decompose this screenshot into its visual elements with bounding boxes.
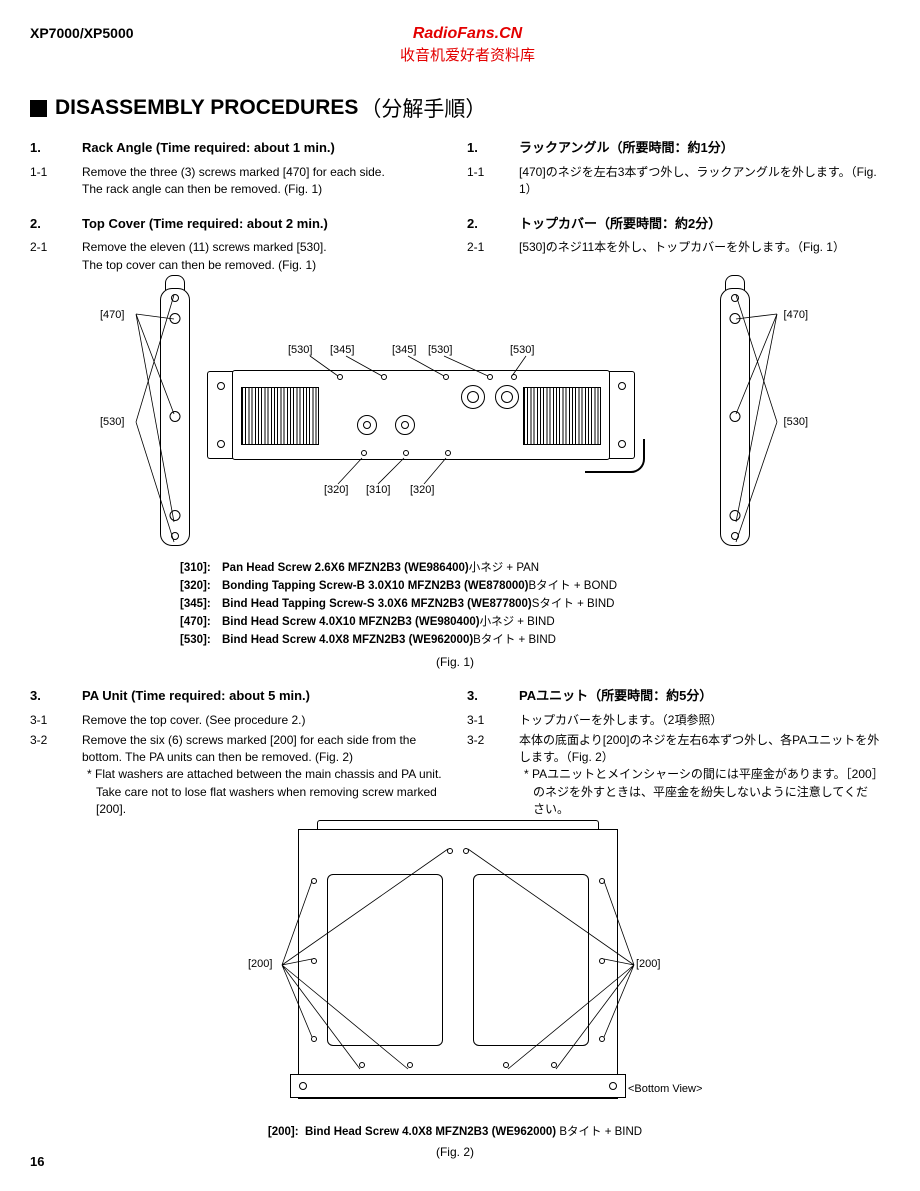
callout-470-right: [470]	[784, 309, 808, 321]
callout-530-left: [530]	[100, 416, 124, 428]
proc1-jp-step-text: [470]のネジを左右3本ずつ外し、ラックアングルを外します。（Fig. 1）	[519, 164, 880, 199]
callout-t4: [530]	[428, 344, 452, 356]
section-title-en: DISASSEMBLY PROCEDURES	[55, 96, 358, 120]
proc3-1-text: Remove the top cover. (See procedure 2.)	[82, 712, 443, 729]
model-number: XP7000/XP5000	[30, 25, 400, 41]
proc3-1-jp-num: 3-1	[467, 712, 519, 729]
figure-1: [470] [530] [470] [530] [530] [345] [345…	[30, 284, 880, 552]
left-column: 1.Rack Angle (Time required: about 1 min…	[30, 139, 443, 276]
screw-list-2: [200]: Bind Head Screw 4.0X8 MFZN2B3 (WE…	[30, 1123, 880, 1139]
page-number: 16	[30, 1154, 44, 1169]
callout-t5: [530]	[510, 344, 534, 356]
right-column: 1.ラックアングル（所要時間：約1分） 1-1[470]のネジを左右3本ずつ外し…	[467, 139, 880, 276]
callout-b3: [320]	[410, 484, 434, 496]
callout-470-left: [470]	[100, 309, 124, 321]
proc2-step-num: 2-1	[30, 239, 82, 274]
chassis-rear	[232, 370, 610, 460]
rack-rail-right	[720, 288, 750, 546]
callout-t1: [530]	[288, 344, 312, 356]
bottom-view-label: <Bottom View>	[628, 1083, 702, 1095]
page-header: XP7000/XP5000 RadioFans.CN 收音机爱好者资料库	[30, 25, 880, 65]
proc3-2-jp-text: 本体の底面より[200]のネジを左右6本ずつ外し、各PAユニットを外します。（F…	[519, 732, 880, 819]
proc3-2-text: Remove the six (6) screws marked [200] f…	[82, 732, 443, 819]
site-subtitle: 收音机爱好者资料库	[400, 44, 535, 65]
proc3-jp-title: PAユニット（所要時間：約5分）	[519, 687, 880, 706]
procedures-block-1: 1.Rack Angle (Time required: about 1 min…	[30, 139, 880, 276]
proc3-2-num: 3-2	[30, 732, 82, 819]
proc1-step-num: 1-1	[30, 164, 82, 199]
proc1-jp-step-num: 1-1	[467, 164, 519, 199]
procedures-block-2: 3.PA Unit (Time required: about 5 min.) …	[30, 687, 880, 820]
callout-b2: [310]	[366, 484, 390, 496]
callout-200-left: [200]	[248, 958, 272, 970]
proc3-jp-num: 3.	[467, 687, 519, 706]
proc2-step-text: Remove the eleven (11) screws marked [53…	[82, 239, 443, 274]
proc2-jp-step-num: 2-1	[467, 239, 519, 256]
square-icon	[30, 100, 47, 117]
proc1-step-text: Remove the three (3) screws marked [470]…	[82, 164, 443, 199]
fig2-caption: (Fig. 2)	[30, 1145, 880, 1159]
proc2-jp-title: トップカバー（所要時間：約2分）	[519, 215, 880, 234]
proc3-num: 3.	[30, 687, 82, 706]
proc3-1-jp-text: トップカバーを外します。（2項参照）	[519, 712, 880, 729]
proc1-title: Rack Angle (Time required: about 1 min.)	[82, 139, 443, 158]
proc2-title: Top Cover (Time required: about 2 min.)	[82, 215, 443, 234]
proc3-2-jp-num: 3-2	[467, 732, 519, 819]
proc1-jp-title: ラックアングル（所要時間：約1分）	[519, 139, 880, 158]
rack-rail-left	[160, 288, 190, 546]
proc2-num: 2.	[30, 215, 82, 234]
watermark: RadioFans.CN 收音机爱好者资料库	[400, 25, 535, 65]
proc1-jp-num: 1.	[467, 139, 519, 158]
fig1-caption: (Fig. 1)	[30, 655, 880, 669]
callout-530-right: [530]	[784, 416, 808, 428]
screw-list-1: [310]:Pan Head Screw 2.6X6 MFZN2B3 (WE98…	[180, 560, 880, 649]
site-name: RadioFans.CN	[400, 25, 535, 43]
proc3-title: PA Unit (Time required: about 5 min.)	[82, 687, 443, 706]
proc2-jp-num: 2.	[467, 215, 519, 234]
right-column-3: 3.PAユニット（所要時間：約5分） 3-1トップカバーを外します。（2項参照）…	[467, 687, 880, 820]
section-title-jp: （分解手順）	[360, 93, 486, 123]
proc3-1-num: 3-1	[30, 712, 82, 729]
chassis-bottom	[298, 829, 618, 1099]
callout-b1: [320]	[324, 484, 348, 496]
section-title: DISASSEMBLY PROCEDURES （分解手順）	[30, 93, 880, 123]
callout-t3: [345]	[392, 344, 416, 356]
proc2-jp-step-text: [530]のネジ11本を外し、トップカバーを外します。（Fig. 1）	[519, 239, 880, 256]
callout-200-right: [200]	[636, 958, 660, 970]
proc1-num: 1.	[30, 139, 82, 158]
figure-2: [200] [200] <Bottom View>	[30, 827, 880, 1115]
callout-t2: [345]	[330, 344, 354, 356]
left-column-3: 3.PA Unit (Time required: about 5 min.) …	[30, 687, 443, 820]
